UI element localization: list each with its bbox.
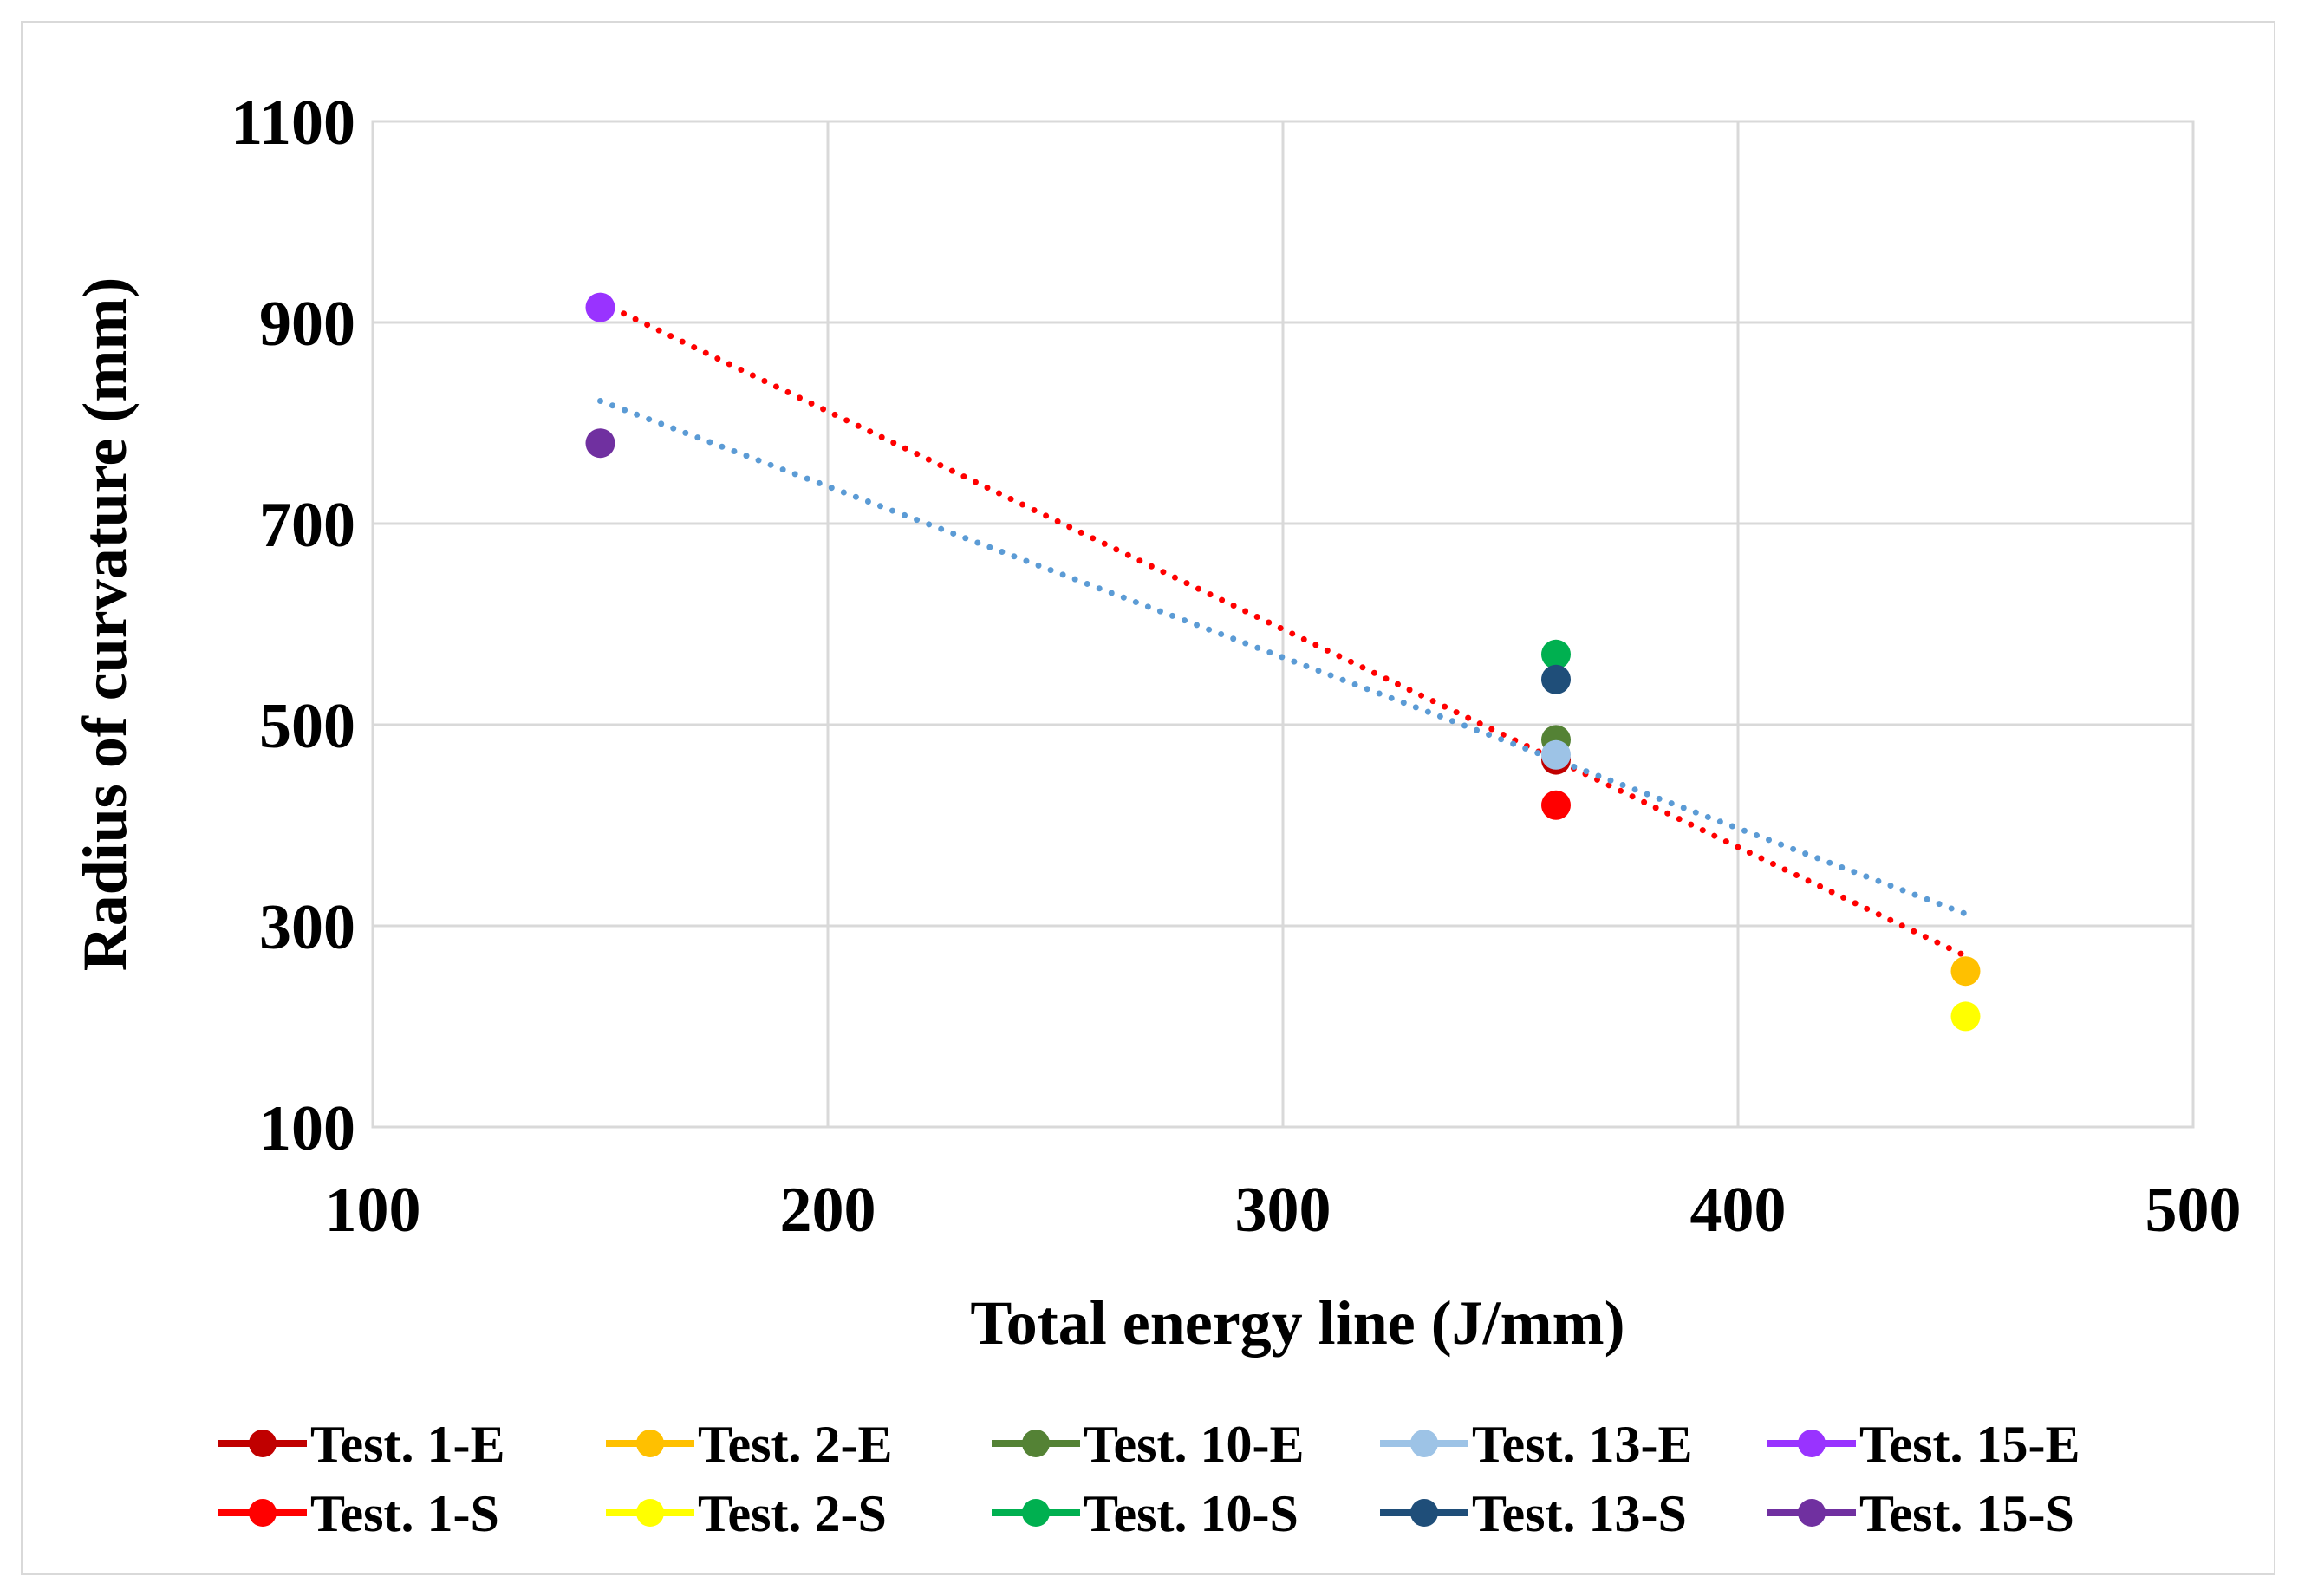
legend-item: Test. 1-E — [218, 1416, 505, 1473]
data-point — [1541, 790, 1571, 820]
x-axis-title: Total energy line (J/mm) — [970, 1288, 1624, 1358]
legend-item: Test. 15-S — [1767, 1485, 2074, 1542]
x-tick-label: 200 — [780, 1175, 876, 1246]
y-tick-label: 500 — [259, 691, 355, 762]
legend-swatch-marker — [1410, 1499, 1438, 1527]
y-tick-label: 700 — [259, 490, 355, 561]
legend-label: Test. 1-S — [310, 1485, 499, 1542]
legend-swatch-marker — [636, 1430, 664, 1457]
legend-swatch-marker — [1022, 1430, 1050, 1457]
legend-label: Test. 15-S — [1859, 1485, 2074, 1542]
legend-item: Test. 15-E — [1767, 1416, 2080, 1473]
x-tick-label: 400 — [1690, 1175, 1787, 1246]
legend-label: Test. 15-E — [1859, 1416, 2080, 1473]
legend-label: Test. 13-S — [1472, 1485, 1687, 1542]
y-tick-label: 1100 — [231, 88, 355, 159]
legend-item: Test. 1-S — [218, 1485, 499, 1542]
legend-swatch-marker — [1022, 1499, 1050, 1527]
legend-label: Test. 13-E — [1472, 1416, 1692, 1473]
y-tick-label: 100 — [259, 1093, 355, 1164]
chart-frame — [21, 21, 2275, 1575]
trendline — [597, 397, 1969, 917]
legend-label: Test. 10-E — [1084, 1416, 1304, 1473]
y-tick-label: 900 — [259, 289, 355, 360]
legend-swatch-marker — [1410, 1430, 1438, 1457]
legend: Test. 1-E Test. 2-E Test. 10-E Test. 13-E Te… — [218, 1416, 2080, 1542]
data-point — [1541, 664, 1571, 694]
y-tick-label: 300 — [259, 892, 355, 963]
legend-item: Test. 2-S — [606, 1485, 887, 1542]
legend-item: Test. 10-E — [992, 1416, 1304, 1473]
legend-swatch-marker — [249, 1430, 277, 1457]
y-tick-labels: 100 300 500 700 900 1100 — [231, 88, 355, 1164]
legend-swatch-marker — [1798, 1499, 1826, 1527]
legend-label: Test. 2-S — [698, 1485, 887, 1542]
x-tick-label: 300 — [1235, 1175, 1331, 1246]
legend-label: Test. 1-E — [310, 1416, 505, 1473]
data-point — [1950, 956, 1981, 987]
legend-swatch-marker — [1798, 1430, 1826, 1457]
trendline — [597, 299, 1969, 960]
legend-item: Test. 10-S — [992, 1485, 1299, 1542]
x-tick-label: 100 — [325, 1175, 421, 1246]
legend-swatch-marker — [249, 1499, 277, 1527]
data-point — [1541, 639, 1571, 669]
data-point — [585, 292, 615, 322]
data-points — [585, 292, 1981, 1032]
legend-swatch-marker — [636, 1499, 664, 1527]
legend-item: Test. 13-S — [1380, 1485, 1687, 1542]
grid — [371, 120, 2195, 1129]
legend-item: Test. 13-E — [1380, 1416, 1692, 1473]
legend-item: Test. 2-E — [606, 1416, 892, 1473]
trendlines — [597, 299, 1969, 960]
x-tick-labels: 100 200 300 400 500 — [325, 1175, 2242, 1246]
data-point — [1541, 739, 1571, 770]
plot-area — [371, 120, 2195, 1129]
data-point — [1950, 1001, 1981, 1032]
legend-label: Test. 10-S — [1084, 1485, 1299, 1542]
data-point — [585, 428, 615, 459]
x-tick-label: 500 — [2145, 1175, 2242, 1246]
y-axis-title: Radius of curvature (mm) — [70, 277, 140, 972]
legend-label: Test. 2-E — [698, 1416, 892, 1473]
